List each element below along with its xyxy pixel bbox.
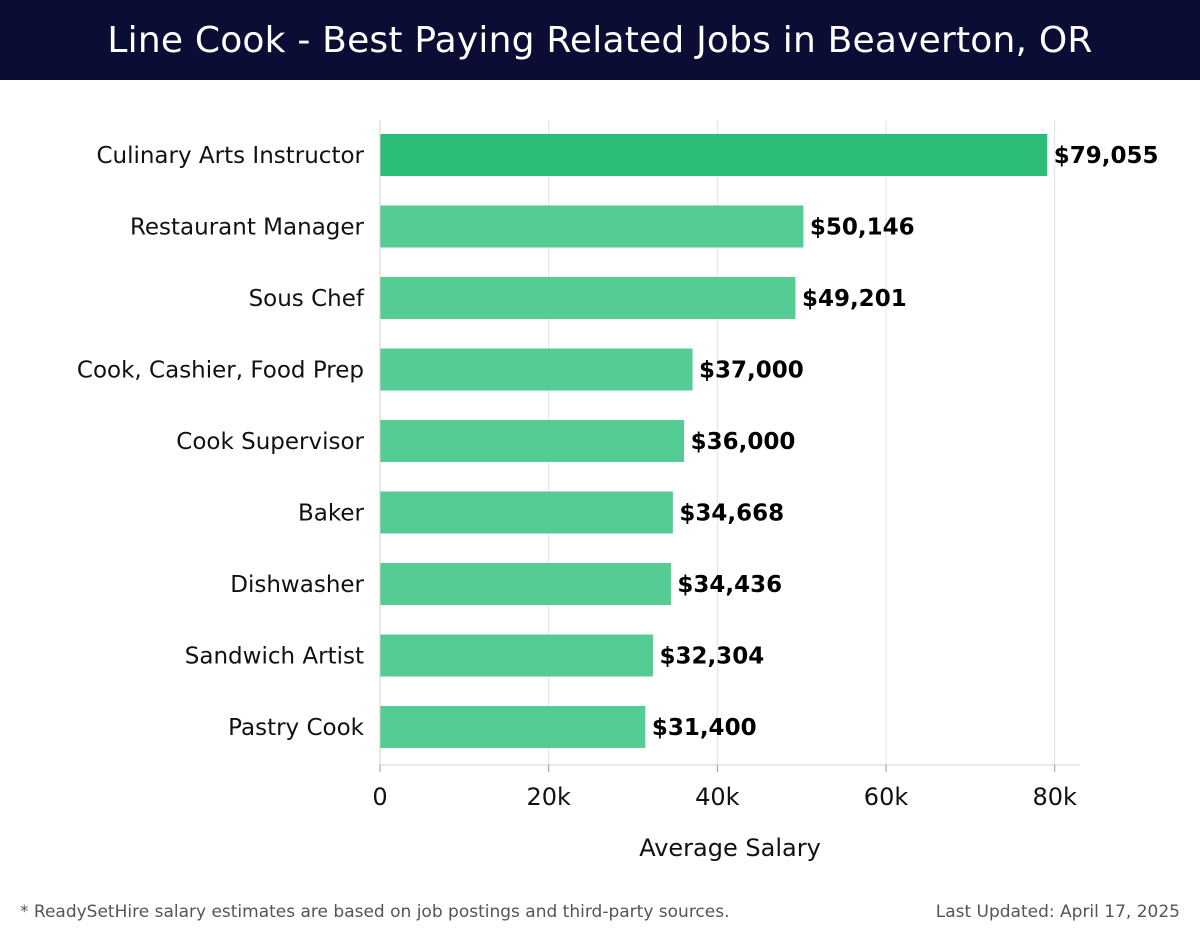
bar [380,348,693,391]
source-note: * ReadySetHire salary estimates are base… [20,902,730,922]
title-bar: Line Cook - Best Paying Related Jobs in … [0,0,1200,80]
x-tick-label: 80k [1032,783,1077,811]
bars: Culinary Arts Instructor $79,055 Restauran… [77,134,1159,748]
bar [380,563,671,605]
value-label: $49,201 [802,286,907,312]
value-label: $50,146 [810,215,915,241]
category-label: Restaurant Manager [130,215,365,241]
bar-chart: Culinary Arts Instructor $79,055 Restauran… [77,120,1159,862]
category-label: Pastry Cook [228,715,365,741]
bar [380,706,646,748]
x-axis: 0 20k 40k 60k 80k Average Salary [372,120,1080,862]
category-label: Sandwich Artist [185,644,364,670]
bar [380,491,673,534]
value-label: $32,304 [659,644,764,670]
chart-title: Line Cook - Best Paying Related Jobs in … [107,19,1093,61]
bar [380,134,1048,176]
x-tick-label: 40k [695,783,740,811]
category-label: Sous Chef [249,286,365,312]
category-label: Cook, Cashier, Food Prep [77,358,364,384]
value-label: $34,668 [679,501,784,527]
x-tick-label: 20k [526,783,571,811]
value-label: $34,436 [677,572,782,598]
value-label: $79,055 [1054,143,1159,169]
category-label: Dishwasher [230,572,364,598]
value-label: $31,400 [652,715,757,741]
x-tick-label: 0 [372,783,387,811]
bar [380,634,653,677]
bar [380,420,685,462]
x-tick-label: 60k [864,783,909,811]
x-axis-title: Average Salary [639,834,821,862]
category-label: Culinary Arts Instructor [96,143,364,169]
bar [380,277,796,319]
category-label: Cook Supervisor [176,429,364,455]
value-label: $37,000 [699,358,804,384]
bar [380,205,804,248]
last-updated: Last Updated: April 17, 2025 [935,902,1180,922]
category-label: Baker [298,501,365,527]
value-label: $36,000 [691,429,796,455]
